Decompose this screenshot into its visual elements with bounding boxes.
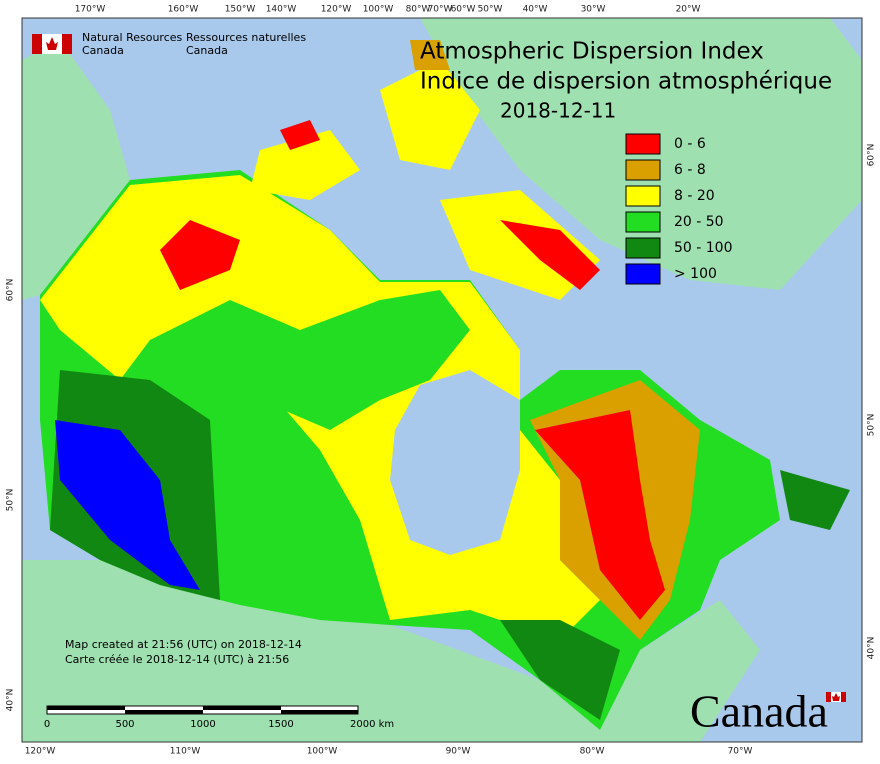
agency-fr: Ressources naturelles	[186, 31, 306, 44]
top-label: 20°W	[676, 5, 701, 15]
hudson-bay	[390, 370, 520, 555]
legend-label: 6 - 8	[674, 162, 706, 178]
right-label: 40°N	[867, 637, 877, 660]
wordmark-flag	[826, 692, 846, 702]
zone-red-baffin	[500, 220, 600, 290]
flag-bar	[62, 34, 72, 54]
legend: 0 - 6 6 - 8 8 - 20 20 - 50 50 - 100 > 100	[625, 133, 733, 285]
scale-label: 500	[115, 719, 134, 730]
usa	[22, 560, 760, 742]
credit: Map created at 21:56 (UTC) on 2018-12-14	[65, 638, 302, 651]
left-label: 50°N	[6, 489, 16, 512]
legend-swatch	[625, 133, 661, 155]
nrcan-flag	[32, 34, 72, 54]
nova-scotia	[780, 470, 850, 530]
legend-swatch	[625, 185, 661, 207]
title: Indice de dispersion atmosphérique	[420, 69, 832, 95]
legend-swatch	[625, 237, 661, 259]
top-label: 170°W	[75, 5, 106, 15]
legend-label: 50 - 100	[674, 240, 733, 256]
bottom-label: 120°W	[25, 747, 56, 757]
scale-label: 1500	[268, 719, 293, 730]
title: Atmospheric Dispersion Index	[420, 39, 764, 65]
right-label: 50°N	[867, 414, 877, 437]
scale-bar-seg	[125, 710, 203, 714]
flag-bar	[32, 34, 42, 54]
legend-swatch	[625, 211, 661, 233]
zone-darkgreen-south	[500, 620, 620, 720]
maple-leaf	[46, 37, 58, 50]
legend-label: 8 - 20	[674, 188, 715, 204]
map-frame	[21, 17, 863, 743]
top-label: 120°W	[321, 5, 352, 15]
bottom-label: 80°W	[580, 747, 605, 757]
bottom-label: 70°W	[728, 747, 753, 757]
zone-blue	[55, 420, 200, 590]
graticule-labels: 170°W 160°W 150°W 140°W 120°W 100°W 80°W70°W60…	[6, 5, 877, 757]
date: 2018-12-11	[500, 99, 616, 123]
scale-bar-seg	[203, 706, 281, 710]
top-label: 80°W	[406, 5, 431, 15]
scale-labels: 0 500 1000 1500 2000 km	[44, 719, 394, 730]
zone-green-north	[150, 290, 470, 430]
legend-label: 20 - 50	[674, 214, 724, 230]
top-label: 70°W	[428, 5, 453, 15]
flag-bar	[826, 692, 831, 702]
bottom-label: 100°W	[307, 747, 338, 757]
left-label: 60°N	[6, 279, 16, 302]
agency-en: Canada	[82, 44, 124, 57]
top-label: 140°W	[266, 5, 297, 15]
top-label: 30°W	[581, 5, 606, 15]
top-label: 60°W	[451, 5, 476, 15]
zone-red-quebec	[535, 410, 665, 620]
top-label: 150°W	[225, 5, 256, 15]
agency-en: Natural Resources	[82, 31, 183, 44]
arctic-island	[250, 130, 360, 200]
scale-label: 2000 km	[350, 719, 394, 730]
scale-bar-seg	[47, 706, 125, 710]
scale-label: 0	[44, 719, 50, 730]
wordmark: Canada	[690, 686, 828, 737]
left-label: 40°N	[6, 689, 16, 712]
legend-swatch	[625, 159, 661, 181]
legend-label: 0 - 6	[674, 136, 706, 152]
top-label: 160°W	[168, 5, 199, 15]
top-label: 50°W	[478, 5, 503, 15]
right-label: 60°N	[867, 144, 877, 167]
scale-bar-seg	[281, 710, 358, 714]
legend-swatch	[625, 263, 661, 285]
scale-bar	[46, 705, 359, 715]
zone-red-north	[160, 220, 240, 290]
agency-fr: Canada	[186, 44, 228, 57]
zone-orange-arctic	[410, 40, 450, 70]
credit: Carte créée le 2018-12-14 (UTC) à 21:56	[65, 653, 289, 666]
flag-bar	[841, 692, 846, 702]
arctic-island	[380, 60, 480, 170]
zone-red-arctic	[280, 120, 320, 150]
bottom-label: 110°W	[170, 747, 201, 757]
top-label: 40°W	[523, 5, 548, 15]
maple-leaf	[832, 693, 840, 701]
scale-label: 1000	[190, 719, 215, 730]
bottom-label: 90°W	[446, 747, 471, 757]
legend-label: > 100	[674, 266, 717, 282]
alaska	[22, 40, 130, 300]
top-label: 100°W	[363, 5, 394, 15]
